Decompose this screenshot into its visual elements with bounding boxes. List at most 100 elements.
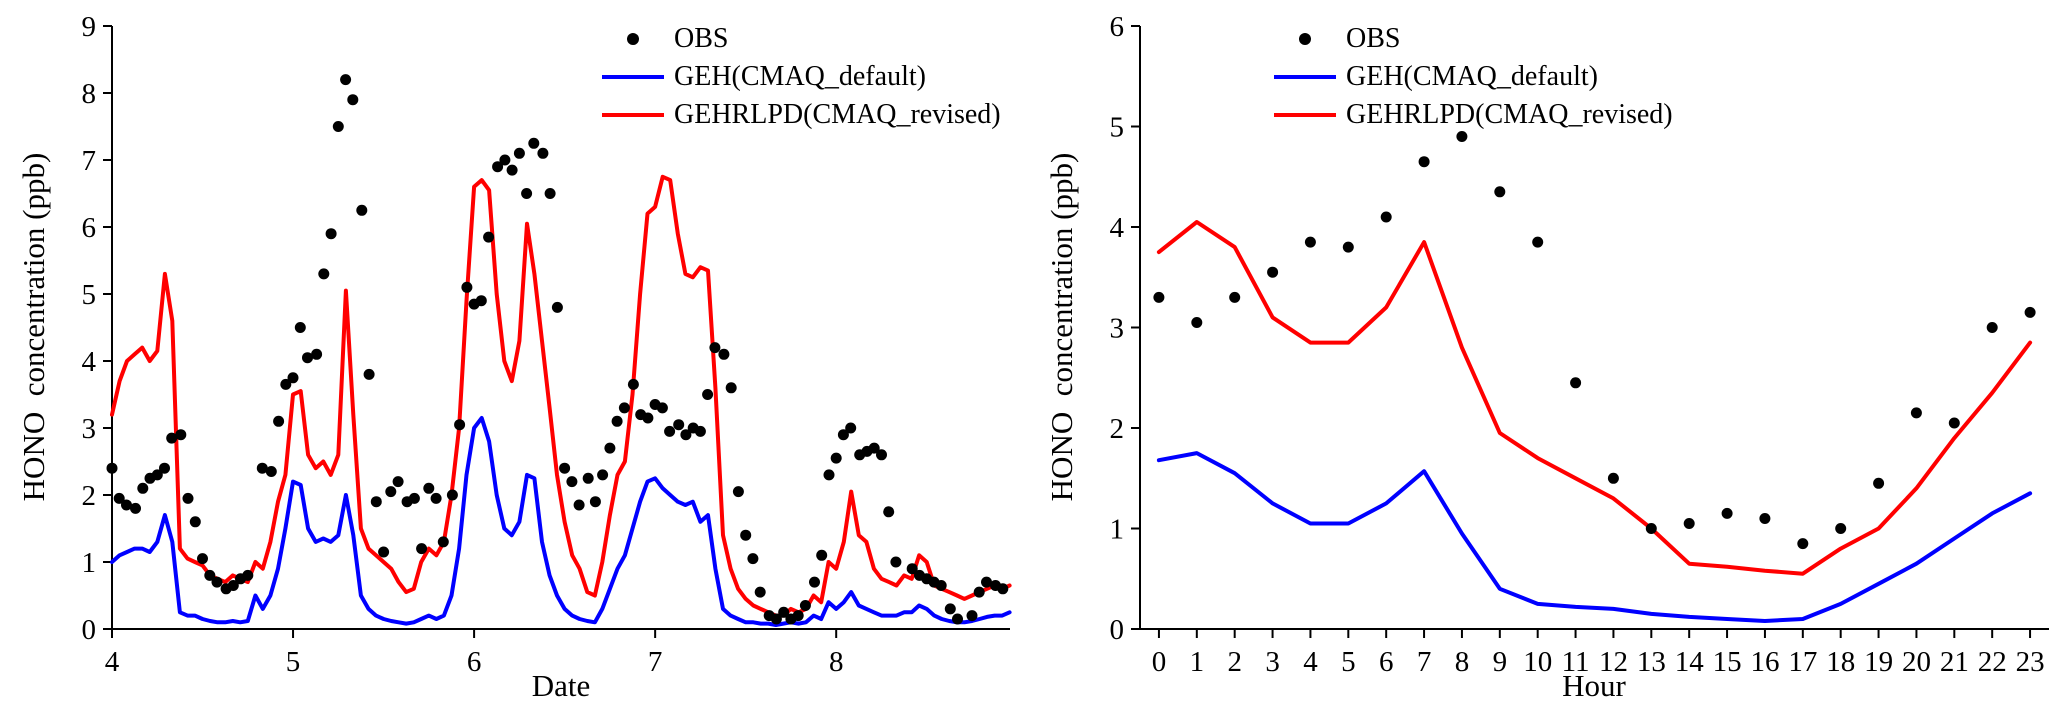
series-point-obs <box>1456 131 1468 142</box>
legend-item-geh: GEH(CMAQ_default) <box>1272 60 1673 93</box>
series-point-obs <box>423 482 435 494</box>
series-point-obs <box>492 161 504 173</box>
series-point-obs <box>618 402 630 414</box>
geh-line-icon <box>600 74 666 79</box>
series-point-obs <box>1342 241 1354 253</box>
left-chart-panel: 0 1 2 3 4 5 6 7 8 9 4 5 6 7 8 HONO concentration (ppb)… <box>16 11 1012 703</box>
series-point-obs <box>137 482 149 494</box>
x-tick-label: 7 <box>1417 646 1432 678</box>
y-tick-label: 3 <box>1110 313 1125 345</box>
series-point-obs <box>551 301 563 313</box>
series-point-obs <box>370 496 382 508</box>
series-point-obs <box>664 425 676 437</box>
x-tick-label: 22 <box>1978 646 2007 678</box>
series-point-obs <box>506 164 518 176</box>
left-x-axis-label: Date <box>531 668 591 703</box>
series-point-obs <box>2024 306 2036 318</box>
series-point-obs <box>544 188 556 199</box>
y-tick-label: 1 <box>1110 514 1125 546</box>
series-point-obs <box>461 281 473 293</box>
right-y-axis-label: HONO concentration (ppb) <box>1044 152 1079 502</box>
series-point-obs <box>778 606 790 618</box>
y-tick-label: 5 <box>1110 112 1125 144</box>
legend-item-gehrlpd: GEHRLPD(CMAQ_revised) <box>1272 98 1673 131</box>
legend-item-gehrlpd: GEHRLPD(CMAQ_revised) <box>600 98 1001 131</box>
x-tick-label: 5 <box>1341 646 1356 678</box>
series-point-obs <box>725 382 737 394</box>
x-tick-label: 10 <box>1523 646 1552 678</box>
x-tick-label: 23 <box>2016 646 2045 678</box>
series-point-obs <box>1267 266 1279 278</box>
series-point-obs <box>935 580 947 591</box>
series-line-gehrlpd-cmaq-revised- <box>110 174 1012 618</box>
series-point-obs <box>273 415 285 427</box>
x-tick-label: 8 <box>1455 646 1470 678</box>
legend-label-geh: GEH(CMAQ_default) <box>1346 60 1598 92</box>
series-point-obs <box>265 466 277 477</box>
x-tick-label: 2 <box>1227 646 1242 678</box>
series-point-obs <box>952 613 963 625</box>
x-tick-label: 15 <box>1713 646 1742 678</box>
series-point-obs <box>197 553 208 565</box>
series-point-obs <box>408 492 420 504</box>
series-point-obs <box>868 442 880 454</box>
series-point-obs <box>1645 523 1657 534</box>
series-point-obs <box>242 569 254 581</box>
series-point-obs <box>809 576 820 588</box>
y-tick-label: 3 <box>82 413 97 445</box>
series-point-obs <box>454 419 466 431</box>
series-point-obs <box>589 496 601 508</box>
series-point-obs <box>446 489 458 501</box>
series-point-obs <box>332 121 344 132</box>
left-legend: OBS GEH(CMAQ_default) GEHRLPD(CMAQ_revis… <box>600 22 1001 131</box>
series-point-obs <box>816 549 828 561</box>
series-point-obs <box>1570 377 1582 389</box>
obs-dot-icon <box>1272 32 1338 45</box>
series-point-obs <box>973 586 985 598</box>
series-point-obs <box>287 372 299 384</box>
series-point-obs <box>837 429 849 441</box>
series-point-obs <box>718 348 730 360</box>
series-point-obs <box>385 486 397 498</box>
x-tick-label: 7 <box>648 646 663 678</box>
gehrlpd-line-icon <box>1272 112 1338 117</box>
series-line-gehrlpd-cmaq-revised- <box>1156 220 2033 576</box>
series-point-obs <box>1910 407 1922 419</box>
series-point-obs <box>673 419 685 431</box>
y-tick-label: 1 <box>82 547 97 579</box>
series-point-obs <box>604 442 616 454</box>
series-point-obs <box>732 486 744 498</box>
series-point-obs <box>823 469 835 481</box>
series-point-obs <box>906 563 918 575</box>
y-tick-label: 5 <box>82 279 97 311</box>
legend-label-obs: OBS <box>674 22 729 54</box>
legend-label-gehrlpd: GEHRLPD(CMAQ_revised) <box>674 98 1001 130</box>
y-tick-label: 6 <box>82 212 97 244</box>
series-point-obs <box>799 600 811 611</box>
series-point-obs <box>566 476 578 488</box>
series-point-obs <box>151 469 163 481</box>
right-x-axis-label: Hour <box>1562 668 1626 703</box>
series-point-obs <box>280 378 292 390</box>
series-point-obs <box>1797 538 1809 550</box>
right-legend: OBS GEH(CMAQ_default) GEHRLPD(CMAQ_revis… <box>1272 22 1673 131</box>
series-point-obs <box>113 492 125 504</box>
legend-item-obs: OBS <box>600 22 1001 55</box>
series-point-obs <box>702 389 714 400</box>
series-point-obs <box>378 546 390 558</box>
series-point-obs <box>340 74 352 86</box>
x-tick-label: 5 <box>286 646 301 678</box>
series-point-obs <box>483 231 495 243</box>
series-point-obs <box>597 469 609 481</box>
series-point-obs <box>573 499 585 511</box>
y-tick-label: 8 <box>82 78 97 110</box>
series-point-obs <box>656 402 668 414</box>
x-tick-label: 1 <box>1190 646 1205 678</box>
series-point-obs <box>318 268 330 280</box>
series-point-obs <box>537 147 549 159</box>
series-point-obs <box>294 322 306 333</box>
gehrlpd-line-icon <box>600 112 666 117</box>
series-point-obs <box>997 583 1009 595</box>
